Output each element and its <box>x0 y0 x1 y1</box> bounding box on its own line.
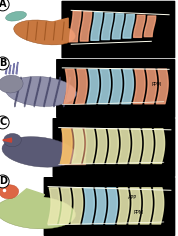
Ellipse shape <box>6 76 76 106</box>
Text: B: B <box>0 59 6 68</box>
FancyBboxPatch shape <box>44 177 175 236</box>
Text: A: A <box>0 0 6 9</box>
Polygon shape <box>5 66 7 74</box>
Ellipse shape <box>0 196 75 229</box>
Text: PPM: PPM <box>151 82 161 87</box>
Text: D: D <box>0 177 7 186</box>
Ellipse shape <box>6 11 26 21</box>
Ellipse shape <box>2 137 76 167</box>
Ellipse shape <box>0 185 19 199</box>
Text: APP: APP <box>146 62 155 67</box>
Ellipse shape <box>0 75 23 93</box>
Polygon shape <box>16 62 18 74</box>
Polygon shape <box>62 128 85 164</box>
Text: APP: APP <box>128 195 137 200</box>
Polygon shape <box>9 65 11 74</box>
Polygon shape <box>12 63 14 74</box>
Ellipse shape <box>14 20 75 45</box>
FancyBboxPatch shape <box>61 1 175 58</box>
Wedge shape <box>3 138 12 142</box>
Text: C: C <box>0 118 6 127</box>
Polygon shape <box>9 189 44 210</box>
Text: PPM: PPM <box>134 210 143 215</box>
FancyBboxPatch shape <box>56 59 175 118</box>
Ellipse shape <box>4 134 21 147</box>
FancyBboxPatch shape <box>53 118 175 177</box>
